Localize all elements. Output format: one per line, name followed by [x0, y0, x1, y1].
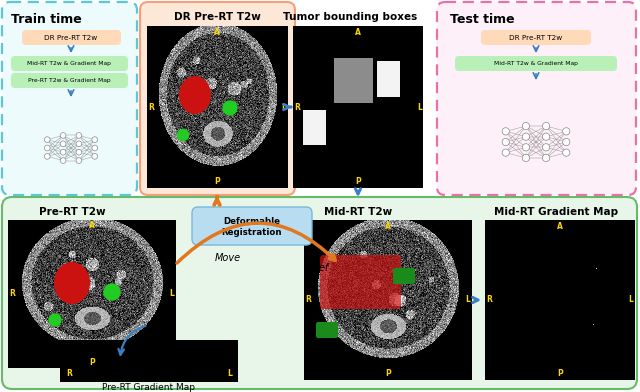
- Text: DR Pre-RT T2w: DR Pre-RT T2w: [173, 12, 260, 22]
- Text: A: A: [557, 221, 563, 230]
- Text: L: L: [417, 102, 422, 111]
- Circle shape: [92, 154, 98, 159]
- Circle shape: [543, 133, 550, 140]
- Text: A: A: [214, 27, 220, 36]
- Circle shape: [60, 158, 66, 163]
- FancyBboxPatch shape: [455, 56, 617, 71]
- Text: R: R: [486, 296, 492, 305]
- FancyBboxPatch shape: [320, 255, 401, 309]
- Text: Ref: Ref: [313, 263, 329, 273]
- FancyBboxPatch shape: [437, 2, 636, 195]
- Text: Pre-RT T2w: Pre-RT T2w: [38, 207, 106, 217]
- Circle shape: [44, 154, 50, 159]
- FancyBboxPatch shape: [22, 30, 121, 45]
- FancyBboxPatch shape: [2, 197, 637, 389]
- FancyBboxPatch shape: [481, 30, 591, 45]
- Text: R: R: [306, 296, 312, 305]
- Text: R: R: [10, 290, 15, 298]
- Text: Mid-RT T2w: Mid-RT T2w: [324, 207, 392, 217]
- Circle shape: [543, 144, 550, 151]
- Text: R: R: [66, 370, 72, 379]
- Circle shape: [104, 284, 120, 300]
- Ellipse shape: [179, 76, 211, 114]
- Text: Mid-RT T2w & Gradient Map: Mid-RT T2w & Gradient Map: [494, 61, 578, 66]
- Circle shape: [177, 129, 189, 140]
- Text: R: R: [294, 102, 300, 111]
- Text: Test time: Test time: [450, 13, 515, 26]
- Circle shape: [522, 133, 529, 140]
- Text: P: P: [355, 178, 361, 186]
- Circle shape: [44, 145, 50, 151]
- Circle shape: [76, 132, 82, 138]
- FancyBboxPatch shape: [393, 268, 415, 284]
- Circle shape: [563, 149, 570, 156]
- Circle shape: [60, 141, 66, 147]
- Circle shape: [502, 138, 509, 146]
- Circle shape: [76, 141, 82, 147]
- Circle shape: [49, 314, 61, 326]
- Text: Mid-RT T2w & Gradient Map: Mid-RT T2w & Gradient Map: [27, 61, 111, 66]
- Text: DR Pre-RT T2w: DR Pre-RT T2w: [44, 34, 97, 40]
- Circle shape: [522, 144, 529, 151]
- Text: P: P: [214, 178, 220, 186]
- Circle shape: [563, 138, 570, 146]
- Circle shape: [60, 132, 66, 138]
- Circle shape: [543, 122, 550, 130]
- Circle shape: [522, 122, 529, 130]
- Text: Tumor bounding boxes: Tumor bounding boxes: [283, 12, 417, 22]
- FancyBboxPatch shape: [140, 2, 295, 195]
- Text: L: L: [281, 102, 286, 111]
- Text: L: L: [465, 296, 470, 305]
- Text: Deformable
Registration: Deformable Registration: [221, 217, 282, 237]
- Text: R: R: [148, 102, 154, 111]
- Circle shape: [44, 137, 50, 143]
- Text: L: L: [170, 290, 174, 298]
- Circle shape: [92, 145, 98, 151]
- Text: L: L: [628, 296, 634, 305]
- FancyBboxPatch shape: [11, 73, 128, 88]
- FancyBboxPatch shape: [192, 207, 312, 245]
- Circle shape: [502, 128, 509, 135]
- Text: Pre-RT T2w & Gradient Map: Pre-RT T2w & Gradient Map: [28, 78, 110, 83]
- FancyBboxPatch shape: [11, 56, 128, 71]
- Text: Pre-RT Gradient Map: Pre-RT Gradient Map: [102, 383, 195, 392]
- Text: DR Pre-RT T2w: DR Pre-RT T2w: [509, 34, 563, 40]
- Circle shape: [76, 149, 82, 155]
- Circle shape: [522, 154, 529, 162]
- Text: L: L: [227, 370, 232, 379]
- Text: A: A: [355, 27, 361, 36]
- Circle shape: [543, 154, 550, 162]
- Circle shape: [92, 137, 98, 143]
- Text: P: P: [89, 358, 95, 367]
- Circle shape: [502, 149, 509, 156]
- FancyBboxPatch shape: [316, 322, 338, 338]
- Circle shape: [60, 149, 66, 155]
- Text: A: A: [385, 221, 391, 230]
- Text: P: P: [557, 369, 563, 378]
- FancyBboxPatch shape: [2, 2, 137, 195]
- Circle shape: [223, 101, 237, 115]
- Circle shape: [76, 158, 82, 163]
- Text: P: P: [385, 369, 391, 378]
- Text: Train time: Train time: [11, 13, 82, 26]
- Text: A: A: [89, 221, 95, 230]
- Text: Mid-RT Gradient Map: Mid-RT Gradient Map: [494, 207, 618, 217]
- Ellipse shape: [54, 262, 90, 304]
- Text: Move: Move: [215, 253, 241, 263]
- Circle shape: [563, 128, 570, 135]
